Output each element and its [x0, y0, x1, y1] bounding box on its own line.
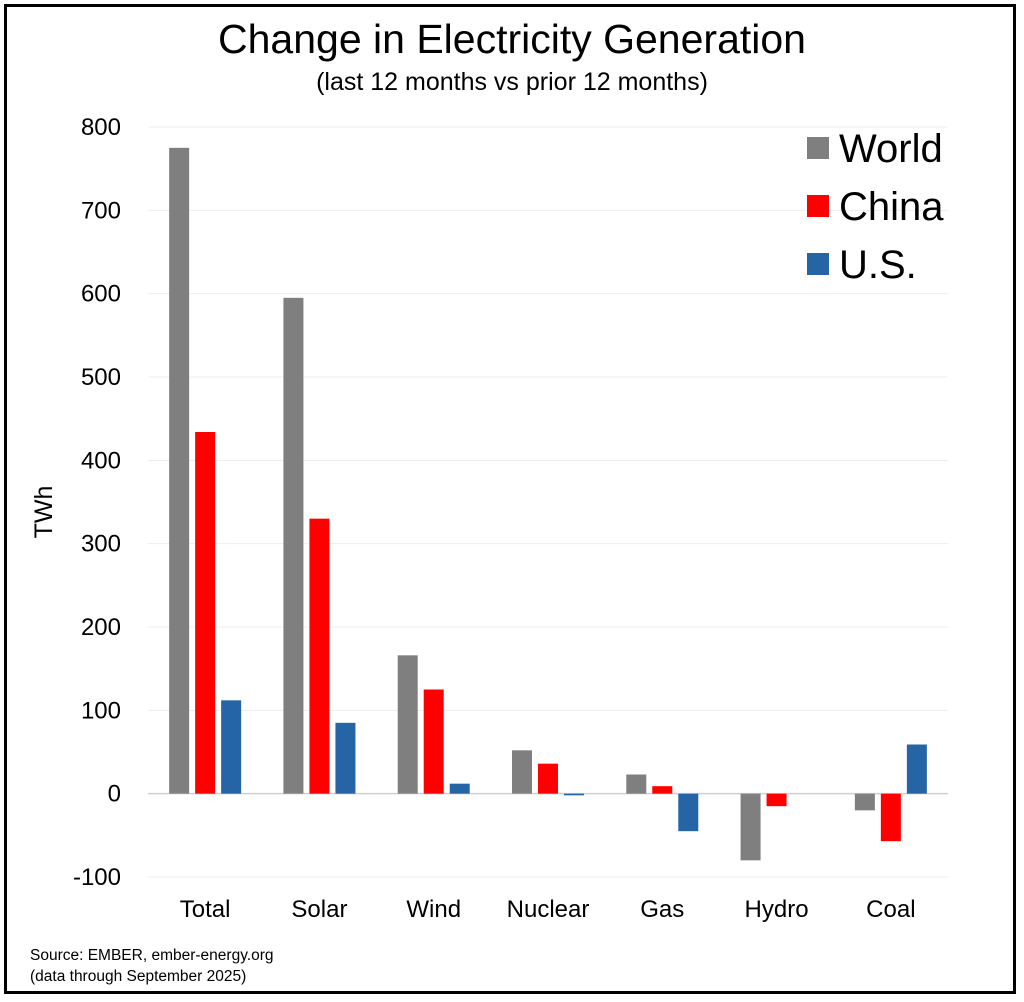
- x-tick-label: Hydro: [745, 896, 809, 923]
- source-line-2: (data through September 2025): [30, 968, 247, 985]
- x-axis-ticks: Total Solar Wind Nuclear Gas Hydro Coal: [180, 896, 916, 923]
- x-tick-label: Nuclear: [507, 896, 590, 923]
- source-line-1: Source: EMBER, ember-energy.org: [30, 947, 274, 964]
- bar-solar-world: [283, 297, 304, 794]
- bar-wind-world: [397, 655, 418, 794]
- y-tick-label: 400: [81, 447, 121, 474]
- bar-nuclear-world: [512, 750, 532, 794]
- bar-solar-china: [309, 518, 330, 794]
- bar-solar-us: [335, 722, 356, 794]
- legend-label: World: [839, 127, 943, 171]
- legend-swatch: [807, 253, 829, 275]
- bar-nuclear-us: [564, 793, 584, 796]
- y-tick-label: 500: [81, 364, 121, 391]
- bar-wind-us: [449, 783, 470, 794]
- source-note: Source: EMBER, ember-energy.org (data th…: [30, 945, 274, 987]
- bar-gas-us: [678, 793, 699, 832]
- x-tick-label: Total: [180, 896, 231, 923]
- x-tick-label: Solar: [291, 896, 347, 923]
- x-tick-label: Gas: [640, 896, 684, 923]
- bar-hydro-world: [740, 793, 761, 861]
- bar-coal-china: [880, 793, 901, 842]
- bar-wind-china: [423, 689, 444, 794]
- bars: [169, 147, 927, 861]
- y-tick-label: 200: [81, 614, 121, 641]
- legend-swatch: [807, 195, 829, 217]
- bar-total-us: [221, 700, 242, 794]
- y-tick-label: -100: [73, 864, 121, 891]
- y-tick-label: 0: [108, 781, 121, 808]
- bar-gas-china: [652, 786, 673, 794]
- y-axis-label: TWh: [30, 486, 58, 539]
- y-tick-label: 100: [81, 697, 121, 724]
- bar-total-world: [169, 147, 190, 794]
- bar-coal-world: [854, 793, 875, 811]
- y-tick-label: 300: [81, 531, 121, 558]
- x-tick-label: Coal: [866, 896, 915, 923]
- x-tick-label: Wind: [406, 896, 461, 923]
- gridlines: [148, 126, 948, 878]
- legend-label: China: [839, 185, 944, 229]
- y-tick-label: 700: [81, 197, 121, 224]
- legend-label: U.S.: [839, 243, 917, 287]
- chart-title: Change in Electricity Generation: [218, 16, 806, 62]
- bar-nuclear-china: [538, 763, 558, 794]
- legend: World China U.S.: [807, 127, 944, 287]
- chart-frame: [4, 4, 1016, 994]
- bar-gas-world: [626, 774, 647, 794]
- bar-hydro-china: [766, 793, 787, 807]
- bar-coal-us: [906, 744, 927, 794]
- y-axis-ticks: -100 0 100 200 300 400 500 600 700 800: [73, 114, 121, 891]
- chart-subtitle: (last 12 months vs prior 12 months): [316, 68, 708, 96]
- legend-swatch: [807, 137, 829, 159]
- bar-total-china: [195, 432, 216, 794]
- y-tick-label: 600: [81, 281, 121, 308]
- y-tick-label: 800: [81, 114, 121, 141]
